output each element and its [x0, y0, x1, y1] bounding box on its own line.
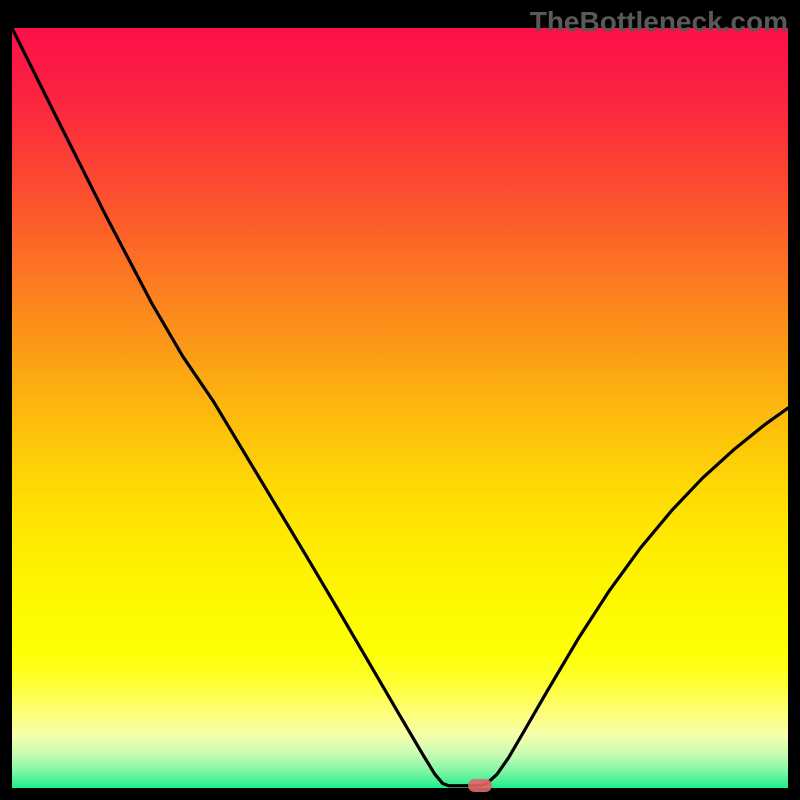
- bottleneck-curve: [12, 28, 788, 788]
- watermark-text: TheBottleneck.com: [530, 6, 788, 38]
- plot-area: [12, 28, 788, 788]
- optimum-marker: [468, 779, 491, 792]
- chart-root: TheBottleneck.com: [0, 0, 800, 800]
